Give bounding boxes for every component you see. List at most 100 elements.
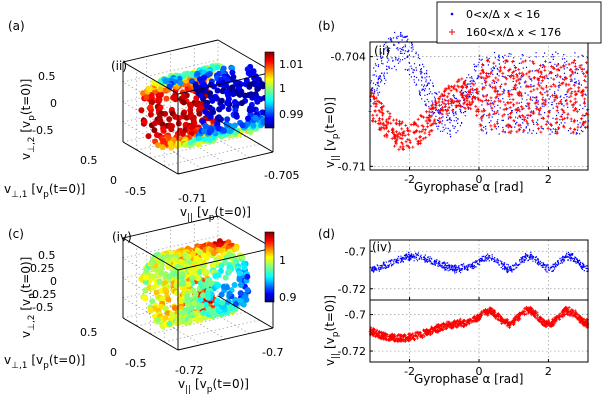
- panel-c-point-668: [185, 313, 192, 319]
- panel-c-point-71: [142, 274, 149, 281]
- panel-a-point-84: [143, 94, 150, 101]
- panel-c-xlabel: v⊥,1 [vp(t=0)]: [4, 353, 85, 371]
- panel-c-point-565: [177, 271, 184, 278]
- panel-c-point-549: [210, 262, 217, 269]
- panel-c-point-748: [244, 287, 251, 293]
- panel-a-point-326: [220, 65, 227, 72]
- panel-a-point-584: [254, 97, 261, 104]
- panel-c-points: [138, 238, 252, 330]
- panel-c-point-135: [162, 287, 169, 293]
- panel-a-point-510: [213, 95, 220, 102]
- panel-a-point-517: [255, 85, 262, 92]
- panel-a-point-632: [216, 106, 223, 113]
- panel-c-point-650: [179, 315, 186, 322]
- panel-c-point-702: [236, 276, 243, 283]
- panel-a-colorbar-tick-2: 0.99: [279, 108, 304, 121]
- panel-a-x-tick-2: -0.5: [125, 185, 146, 198]
- panel-c-point-52: [150, 273, 157, 280]
- panel-c-point-235: [147, 307, 154, 314]
- panel-a-point-172: [196, 110, 203, 117]
- panel-c-z-tick-1: 0.25: [30, 262, 55, 275]
- panel-a-point-78: [157, 91, 164, 98]
- panel-a-point-76: [147, 104, 154, 111]
- panel-c-point-645: [208, 308, 215, 315]
- panel-a-point-647: [202, 122, 209, 129]
- panel-label-a: (a): [8, 19, 25, 33]
- panel-c-point-646: [212, 273, 219, 279]
- panel-c-z-tick-2: 0: [50, 275, 57, 288]
- panel-a-point-419: [195, 141, 202, 148]
- panel-c-point-111: [150, 284, 157, 291]
- panel-c-point-90: [156, 279, 163, 286]
- panel-c-point-254: [162, 305, 169, 312]
- panel-a-point-639: [215, 125, 222, 132]
- panel-c-point-190: [149, 298, 156, 305]
- panel-a-point-122: [146, 86, 153, 93]
- panel-a-point-429: [201, 82, 208, 89]
- panel-a-point-342: [168, 144, 175, 151]
- panel-a-point-89: [157, 86, 164, 93]
- panel-a-point-167: [175, 115, 182, 122]
- panel-c-point-664: [240, 301, 247, 308]
- panel-c-z-tick-4: -0.5: [32, 301, 53, 314]
- panel-c-point-120: [173, 282, 180, 289]
- panel-c-point-614: [195, 275, 201, 282]
- panel-a-x-tick-1: 0: [110, 174, 117, 187]
- legend-entry-1: 160<x/Δ x < 176: [466, 26, 561, 39]
- panel-b-series-red: [368, 58, 590, 152]
- panel-c-point-741: [219, 299, 226, 306]
- panel-c-point-737: [192, 290, 199, 297]
- panel-a-x-tick-0: 0.5: [80, 154, 98, 167]
- panel-c-x-tick-0: 0.5: [80, 326, 98, 339]
- panel-a-point-545: [209, 97, 216, 104]
- panel-a-point-643: [215, 114, 222, 121]
- panel-d-1-ytick-label-1: -0.72: [338, 345, 366, 358]
- panel-a-point-80: [148, 92, 155, 99]
- panel-d-1-xtick-label-2: 2: [545, 365, 552, 378]
- panel-b-gridlines: [370, 42, 588, 170]
- panel-c-point-728: [215, 282, 222, 289]
- panel-a-3d-scatter: (ii) 0.5 0 -0.5 0.5 0 -0.5 -0.71 -0.705 …: [4, 39, 304, 223]
- panel-c-point-701: [207, 280, 214, 287]
- panel-c-point-479: [166, 320, 173, 327]
- panel-c-point-743: [204, 294, 211, 301]
- panel-c-point-615: [189, 275, 196, 282]
- panel-a-point-649: [233, 113, 240, 120]
- panel-a-point-467: [223, 82, 229, 89]
- panel-a-point-529: [196, 135, 203, 142]
- panel-c-colorbar: [264, 231, 275, 303]
- panel-a-point-473: [214, 87, 221, 94]
- panel-c-point-204: [165, 296, 172, 303]
- panel-a-point-528: [250, 122, 257, 129]
- panel-c-point-681: [222, 274, 229, 281]
- panel-a-point-642: [252, 114, 259, 121]
- panel-a-point-525: [236, 91, 243, 98]
- panel-a-y-tick-1: -0.705: [264, 169, 299, 182]
- panel-d-series-0: [370, 251, 589, 274]
- panel-d-0-ytick-label-1: -0.72: [338, 283, 366, 296]
- panel-a-y-tick-0: -0.71: [178, 192, 206, 205]
- panel-a-points: [138, 62, 271, 151]
- panel-c-point-391: [165, 258, 172, 265]
- panel-c-point-665: [185, 281, 192, 288]
- panel-d-1-ytick-label-0: -0.7: [345, 309, 366, 322]
- panel-c-point-715: [237, 282, 244, 288]
- panel-c-point-739: [237, 290, 244, 297]
- panel-a-point-594: [200, 118, 207, 125]
- panel-c-x-tick-2: -0.5: [125, 357, 146, 370]
- panel-a-point-14: [138, 107, 145, 114]
- panel-a-xlabel: v⊥,1 [vp(t=0)]: [4, 182, 85, 200]
- panel-label-c: (c): [8, 227, 24, 241]
- panel-d-points: [368, 251, 590, 344]
- panel-a-point-620: [249, 94, 256, 101]
- panel-a-point-628: [239, 122, 246, 129]
- panel-a-point-46: [163, 95, 170, 102]
- panel-a-point-360: [229, 69, 236, 76]
- panel-a-point-153: [152, 120, 159, 127]
- panel-c-x-tick-1: 0: [110, 346, 117, 359]
- panel-c-inset-label: (iv): [112, 230, 132, 244]
- panel-d-xlabel: Gyrophase α [rad]: [414, 372, 523, 386]
- panel-a-point-223: [191, 120, 198, 127]
- panel-c-point-269: [171, 305, 178, 311]
- panel-d-ticks: -0.7 -0.72 -2 0 2 -0.7 -0.72: [338, 245, 552, 378]
